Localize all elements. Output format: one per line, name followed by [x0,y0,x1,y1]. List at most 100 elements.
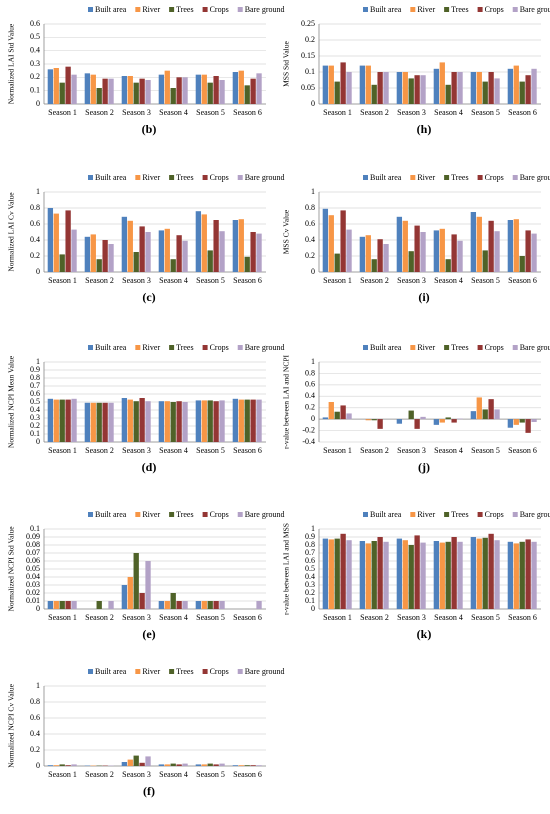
bar [445,84,451,104]
legend-label: River [417,510,435,519]
legend-swatch [363,345,368,350]
x-tick-label: Season 6 [233,108,262,117]
x-tick-label: Season 2 [360,108,389,117]
y-tick-label: 0.05 [301,83,315,92]
y-tick-label: 0.3 [305,580,315,589]
y-tick-label: 1 [311,524,315,533]
legend-item: Bare ground [512,510,550,519]
bar [507,220,514,272]
x-tick-label: Season 2 [85,276,114,285]
legend-swatch [477,345,483,350]
bar [433,230,440,272]
bar [470,537,477,609]
legend-swatch [88,175,93,180]
bar [65,66,71,104]
legend-item: Built area [88,5,127,14]
bar [396,72,403,104]
y-tick-label: 1 [36,681,40,690]
y-tick-label: 0.2 [305,588,315,597]
y-tick-label: 0.8 [305,540,315,549]
legend-swatch [202,345,208,350]
bar [71,601,77,609]
legend-swatch [237,175,243,180]
chart-panel: 00.10.20.30.40.50.60.70.80.91 Normalized … [7,343,285,474]
bar [519,419,525,423]
y-tick-label: 0.1 [30,429,40,438]
bar [334,411,340,420]
bar [59,399,65,442]
legend-item: Trees [169,667,194,676]
bar [102,240,108,272]
legend-swatch [237,669,243,674]
legend-item: Bare ground [237,510,284,519]
x-tick-label: Season 1 [323,276,352,285]
bar [457,240,463,272]
bar [365,543,371,609]
bar [482,250,488,272]
bar [439,62,445,104]
bar [408,78,414,104]
y-tick-label: 1 [36,187,40,196]
y-tick-label: 0 [311,267,315,276]
bar [219,400,225,442]
bar [476,72,482,104]
bar [232,72,239,104]
bar [139,78,145,104]
bar [108,402,114,442]
panel-label: (h) [417,122,432,136]
bar [244,765,250,766]
y-axis-title: r-value between LAI and MSS [282,523,291,615]
bar [525,539,531,609]
bar [470,72,477,104]
bar [256,399,262,442]
x-tick-label: Season 3 [122,276,151,285]
y-axis-title: Normalized LAI Std Value [7,23,16,104]
bar [182,601,188,609]
x-tick-label: Season 5 [471,276,500,285]
y-tick-label: 0.7 [30,381,40,390]
legend-label: Bare ground [245,667,285,676]
x-tick-label: Season 2 [85,613,114,622]
legend-item: Built area [88,667,127,676]
y-tick-label: 0.4 [305,572,315,581]
x-tick-label: Season 5 [471,108,500,117]
bar [53,765,59,766]
legend-label: Built area [95,667,127,676]
legend-item: Crops [477,173,504,182]
legend-swatch [512,7,518,12]
bar [451,234,457,272]
bar [396,419,403,424]
legend-swatch [444,175,450,180]
chart-panel: 00.010.020.030.040.050.060.070.080.090.1… [7,510,285,641]
bar [47,765,54,766]
bar [244,256,250,272]
bar [238,219,244,272]
legend-swatch [169,175,175,180]
y-axis-title: MSS Std Value [282,40,291,86]
legend-item: River [135,343,160,352]
legend-item: River [410,510,435,519]
bar [139,593,145,609]
x-tick-label: Season 4 [159,108,188,117]
bar [195,400,202,442]
bar [531,419,537,422]
legend-swatch [135,7,141,12]
bar [519,541,525,609]
legend-label: Trees [176,510,193,519]
legend-label: Crops [210,173,229,182]
legend-label: Crops [210,343,229,352]
panel-label: (d) [142,460,157,474]
legend-item: Bare ground [237,173,284,182]
bar [414,225,420,272]
bar [65,399,71,442]
y-tick-label: 0.6 [30,19,40,28]
bar [340,210,346,272]
bar [65,765,71,766]
bar [176,401,182,442]
legend-item: Crops [202,667,229,676]
x-tick-label: Season 3 [122,108,151,117]
bar [488,399,494,420]
y-tick-label: 0.5 [30,397,40,406]
bar [90,234,96,272]
